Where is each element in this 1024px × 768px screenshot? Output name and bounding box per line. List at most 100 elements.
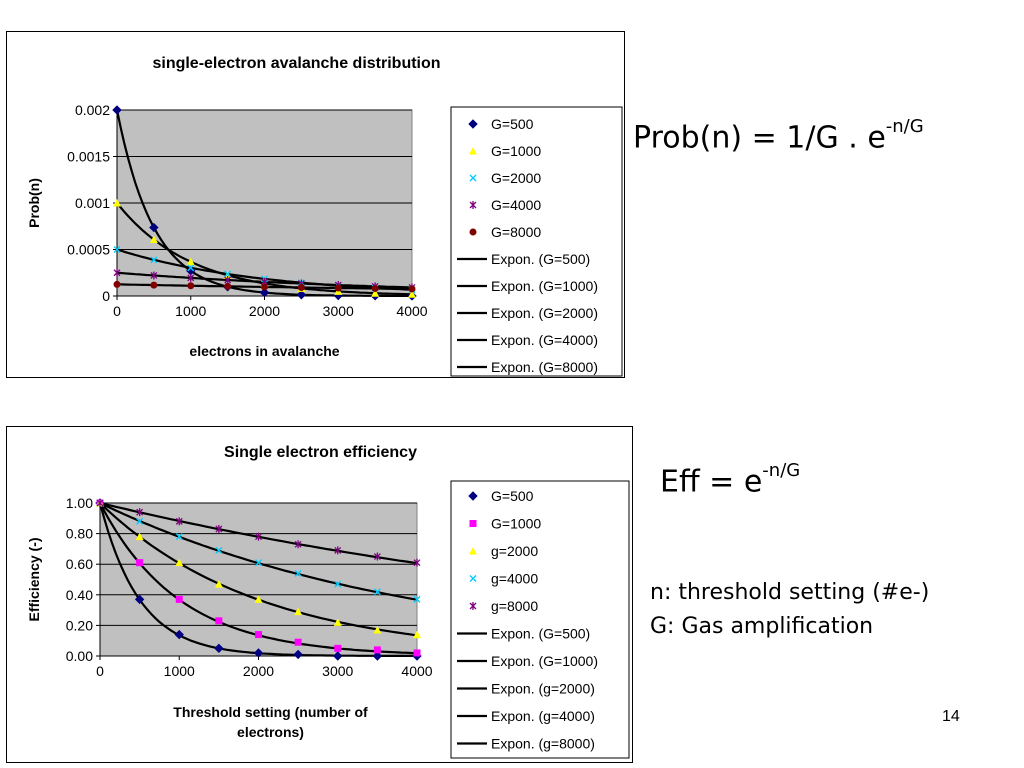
efficiency-data-point [373,588,381,596]
efficiency-y-tick-label: 0.80 [66,526,93,542]
avalanche-x-tick-label: 4000 [396,303,427,319]
efficiency-data-point [175,595,183,603]
efficiency-data-point [174,629,184,640]
prob-formula-exponent: -n/G [885,116,924,137]
avalanche-data-point [259,287,270,298]
efficiency-x-tick-label: 1000 [164,663,195,679]
efficiency-data-point [253,648,264,658]
efficiency-data-point [372,651,383,661]
avalanche-legend-label: Expon. (G=500) [491,251,590,267]
efficiency-data-point [373,646,381,654]
efficiency-data-point [175,558,184,567]
avalanche-y-tick-label: 0 [102,288,110,304]
avalanche-data-point [297,283,305,291]
avalanche-data-point [224,282,232,290]
efficiency-legend-label: Expon. (g=2000) [491,681,595,697]
efficiency-legend-marker [469,575,477,582]
efficiency-legend-label: G=1000 [491,516,541,532]
efficiency-data-point [215,525,223,534]
avalanche-data-point [187,282,195,290]
eff-formula-exponent: -n/G [762,460,801,481]
avalanche-y-tick-label: 0.0015 [67,149,110,165]
avalanche-y-axis-label: Prob(n) [26,178,42,228]
avalanche-x-tick-label: 0 [113,303,121,319]
avalanche-y-tick-label: 0.001 [75,195,110,211]
efficiency-y-tick-label: 0.20 [66,617,93,633]
efficiency-x-axis-label-line: electrons) [237,724,304,740]
efficiency-data-point [294,638,302,646]
avalanche-data-point [371,289,380,297]
avalanche-legend-label: G=2000 [491,170,541,186]
efficiency-legend-label: Expon. (G=1000) [491,653,598,669]
avalanche-legend-marker [469,201,477,209]
avalanche-data-point [113,246,121,253]
avalanche-y-tick-label: 0.002 [75,102,110,118]
avalanche-data-point [149,222,159,233]
efficiency-data-point [136,559,144,567]
efficiency-data-point [373,552,381,561]
avalanche-data-point [186,257,195,266]
eff-formula-base: Eff = e [660,464,763,500]
efficiency-data-point [294,540,302,549]
threshold-note: n: threshold setting (#e-) [650,580,930,605]
avalanche-legend-label: G=500 [491,116,534,132]
efficiency-data-point [413,558,421,567]
avalanche-data-point [150,281,158,289]
avalanche-legend-marker [469,174,477,182]
efficiency-data-point [293,649,303,660]
avalanche-data-point [187,273,195,282]
avalanche-chart-title: single-electron avalanche distribution [152,55,440,72]
avalanche-data-point [408,290,416,298]
efficiency-data-point [334,644,342,652]
avalanche-chart-svg: single-electron avalanche distribution00… [26,55,623,377]
efficiency-data-point [136,517,144,525]
efficiency-data-point [214,580,223,588]
efficiency-x-axis-label: Threshold setting (number of electrons) [173,704,368,740]
efficiency-data-point [334,580,342,588]
efficiency-data-point [214,643,224,654]
efficiency-legend-marker [469,602,477,610]
avalanche-data-point [149,235,158,244]
avalanche-data-point [113,199,121,207]
efficiency-y-tick-label: 1.00 [66,495,93,511]
efficiency-legend-marker [469,520,477,527]
avalanche-x-tick-label: 1000 [175,303,206,319]
avalanche-data-point [261,283,268,291]
efficiency-data-point [254,595,263,603]
efficiency-y-tick-label: 0.60 [66,556,93,572]
efficiency-data-point [294,607,303,616]
avalanche-legend-marker [468,119,478,129]
avalanche-x-tick-label: 3000 [323,303,354,319]
efficiency-data-point [333,651,343,661]
efficiency-x-tick-label: 2000 [243,663,274,679]
avalanche-data-point [187,264,195,272]
efficiency-legend-label: g=8000 [491,598,538,614]
avalanche-legend-label: G=8000 [491,224,541,240]
efficiency-legend-label: g=2000 [491,543,538,559]
avalanche-legend [450,106,623,377]
efficiency-data-point [96,499,104,507]
avalanche-x-axis-label: electrons in avalanche [189,343,339,359]
efficiency-legend-marker [469,547,477,555]
efficiency-data-point [215,546,223,554]
avalanche-data-point [408,285,416,293]
efficiency-data-point [294,569,302,577]
efficiency-data-point [333,618,342,626]
efficiency-data-point [413,630,421,639]
efficiency-x-tick-label: 3000 [322,663,353,679]
avalanche-legend-label: G=1000 [491,143,541,159]
efficiency-legend-label: G=500 [491,488,534,504]
efficiency-data-point [413,595,421,603]
page-number: 14 [942,708,960,725]
avalanche-data-point [224,270,232,278]
efficiency-data-point [134,594,145,605]
efficiency-y-tick-label: 0.00 [66,648,93,664]
avalanche-x-axis-label-line: electrons in avalanche [189,343,339,359]
avalanche-data-point [150,271,158,280]
eff-formula: Eff = e-n/G [660,460,800,499]
avalanche-data-point [334,284,342,292]
avalanche-legend-label: Expon. (G=4000) [491,332,598,348]
avalanche-data-point [224,276,232,285]
efficiency-chart-svg: Single electron efficiency 0.00 0.20 0.40 0.… [26,444,630,759]
gas-amplification-note: G: Gas amplification [650,614,874,639]
